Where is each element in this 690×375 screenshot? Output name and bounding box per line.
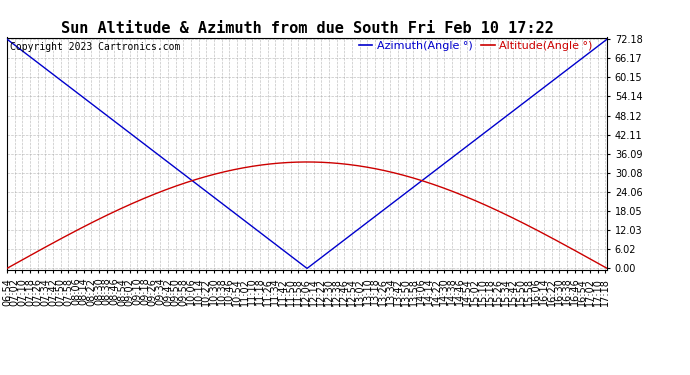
Title: Sun Altitude & Azimuth from due South Fri Feb 10 17:22: Sun Altitude & Azimuth from due South Fr… (61, 21, 553, 36)
Legend: Azimuth(Angle °), Altitude(Angle °): Azimuth(Angle °), Altitude(Angle °) (359, 41, 593, 51)
Text: Copyright 2023 Cartronics.com: Copyright 2023 Cartronics.com (10, 42, 180, 52)
